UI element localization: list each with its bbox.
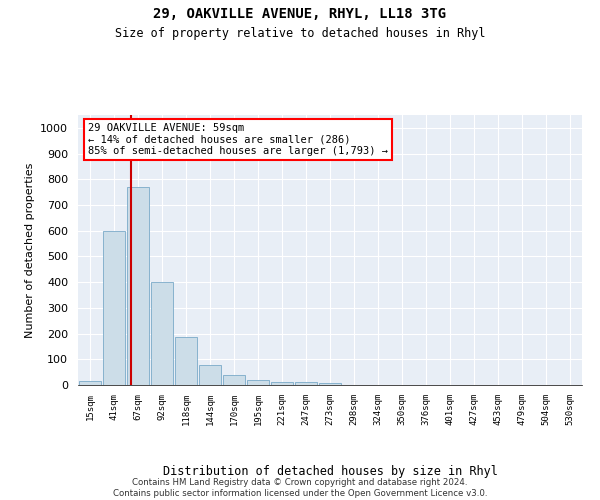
- Bar: [175, 338, 197, 385]
- Bar: [199, 365, 221, 385]
- Text: Contains HM Land Registry data © Crown copyright and database right 2024.
Contai: Contains HM Land Registry data © Crown c…: [113, 478, 487, 498]
- Bar: [151, 282, 173, 385]
- Bar: [79, 381, 101, 385]
- Bar: [319, 383, 341, 385]
- Bar: [295, 382, 317, 385]
- Text: 29, OAKVILLE AVENUE, RHYL, LL18 3TG: 29, OAKVILLE AVENUE, RHYL, LL18 3TG: [154, 8, 446, 22]
- Bar: [103, 230, 125, 385]
- Text: Size of property relative to detached houses in Rhyl: Size of property relative to detached ho…: [115, 28, 485, 40]
- Bar: [247, 380, 269, 385]
- Text: 29 OAKVILLE AVENUE: 59sqm
← 14% of detached houses are smaller (286)
85% of semi: 29 OAKVILLE AVENUE: 59sqm ← 14% of detac…: [88, 123, 388, 156]
- Bar: [271, 382, 293, 385]
- Bar: [223, 375, 245, 385]
- Bar: [127, 187, 149, 385]
- Y-axis label: Number of detached properties: Number of detached properties: [25, 162, 35, 338]
- Text: Distribution of detached houses by size in Rhyl: Distribution of detached houses by size …: [163, 464, 497, 477]
